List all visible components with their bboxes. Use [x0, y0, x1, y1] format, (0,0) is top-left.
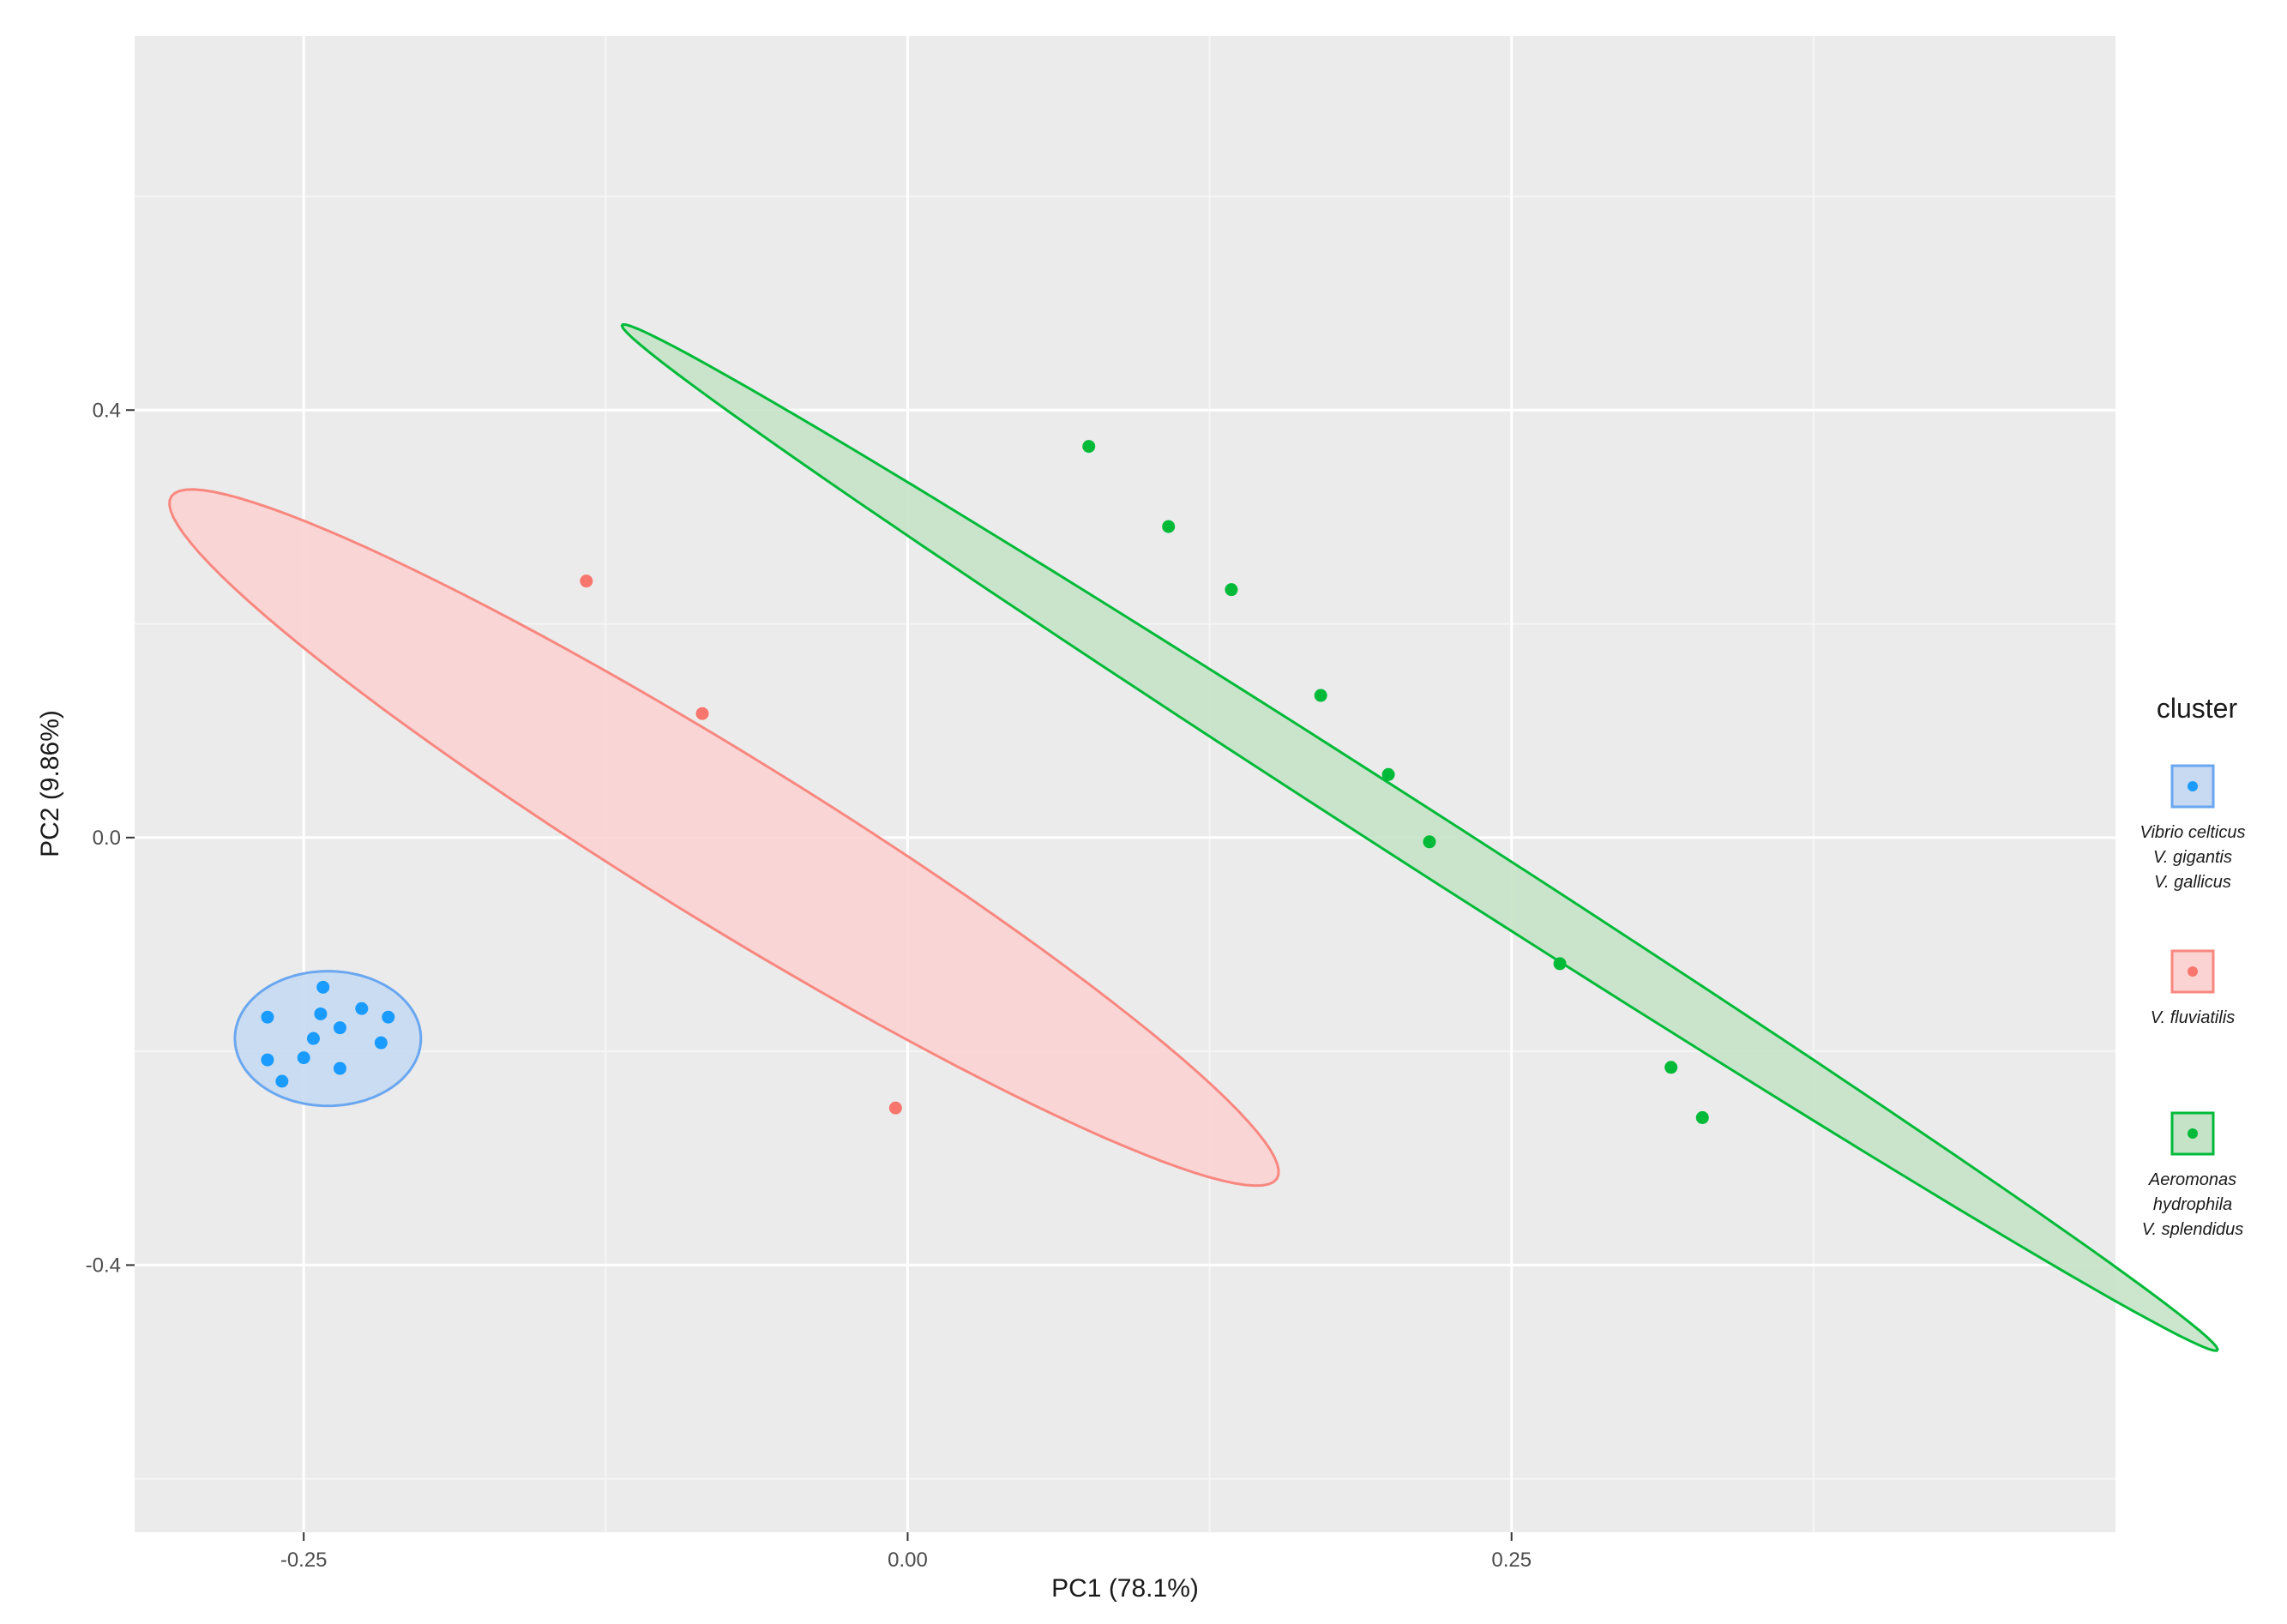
y-tick-label: -0.4	[86, 1254, 121, 1277]
data-point	[297, 1051, 310, 1065]
legend: cluster Vibrio celticus V. gigantis V. gal…	[2140, 693, 2245, 1239]
legend-key-fluviatilis	[2170, 949, 2215, 994]
legend-label: V. fluviatilis	[2151, 1008, 2236, 1027]
y-tick-label: 0.0	[93, 827, 121, 850]
legend-label: V. gallicus	[2154, 873, 2231, 892]
data-point	[1553, 957, 1567, 971]
data-point	[695, 707, 709, 720]
data-point	[888, 1101, 902, 1115]
grid-major	[135, 36, 2115, 1532]
data-points	[261, 440, 1709, 1124]
data-point	[1082, 440, 1096, 454]
legend-title: cluster	[2157, 693, 2238, 724]
x-tick-label: 0.00	[888, 1549, 928, 1572]
ellipse-vibrio-celticus-cluster	[233, 970, 423, 1108]
data-point	[275, 1074, 289, 1088]
data-point	[333, 1021, 346, 1035]
x-tick-label: 0.25	[1491, 1549, 1532, 1572]
data-point	[261, 1053, 274, 1067]
data-point	[580, 574, 593, 588]
data-point	[316, 980, 330, 994]
y-tick-label: 0.4	[93, 399, 121, 422]
data-point	[1423, 835, 1436, 849]
legend-label: Vibrio celticus	[2140, 823, 2245, 842]
ellipse-fluviatilis-cluster	[168, 488, 1280, 1188]
data-point	[1695, 1110, 1709, 1124]
legend-label: Aeromonas	[2148, 1170, 2236, 1189]
data-point	[382, 1010, 395, 1024]
data-point	[314, 1007, 328, 1020]
data-point	[1162, 520, 1176, 533]
plot-panel	[135, 36, 2115, 1532]
data-point	[1664, 1061, 1678, 1074]
tick-labels: -0.25 0.00 0.25 -0.4 0.0 0.4	[86, 399, 1532, 1572]
data-point	[1225, 583, 1238, 597]
x-axis-title: PC1 (78.1%)	[1051, 1574, 1199, 1603]
cluster-ellipses	[168, 322, 2219, 1352]
axis-ticks	[126, 409, 1513, 1541]
legend-key-point	[2188, 966, 2198, 977]
legend-label: V. splendidus	[2142, 1220, 2244, 1239]
data-point	[261, 1010, 274, 1024]
data-point	[333, 1062, 346, 1075]
y-axis-title: PC2 (9.86%)	[36, 710, 64, 857]
ellipse-aeromonas-cluster	[620, 322, 2219, 1352]
data-point	[1381, 767, 1395, 781]
data-point	[374, 1036, 388, 1050]
legend-key-point	[2188, 781, 2198, 791]
legend-key-aeromonas	[2170, 1111, 2215, 1156]
legend-label: hydrophila	[2153, 1195, 2232, 1214]
legend-key-point	[2188, 1128, 2198, 1139]
x-tick-label: -0.25	[280, 1549, 328, 1572]
data-point	[355, 1001, 369, 1015]
data-point	[306, 1032, 320, 1045]
legend-label: V. gigantis	[2153, 848, 2232, 867]
data-point	[1314, 689, 1327, 702]
